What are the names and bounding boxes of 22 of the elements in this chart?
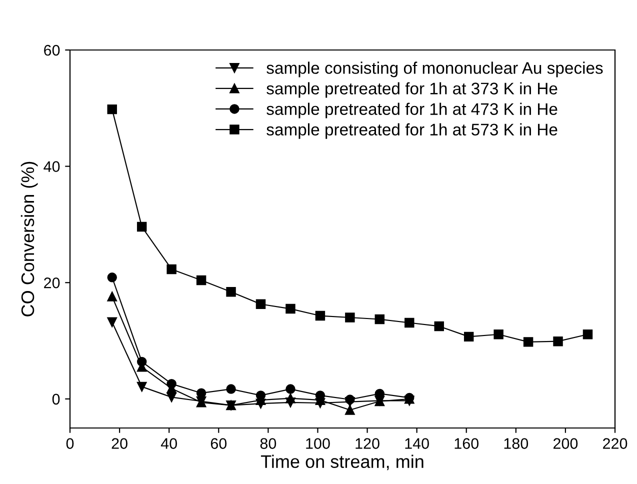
x-tick-label: 40	[160, 438, 177, 449]
x-tick-label: 180	[504, 438, 528, 449]
x-tick-label: 160	[454, 438, 479, 449]
legend-label: sample pretreated for 1h at 473 K in He	[266, 102, 558, 118]
x-tick-label: 200	[553, 438, 578, 449]
legend-label: sample pretreated for 1h at 573 K in He	[266, 123, 558, 139]
x-tick-label: 60	[210, 438, 227, 449]
x-tick-label: 120	[356, 438, 380, 449]
y-tick-label: 0	[52, 394, 60, 405]
legend-label: sample pretreated for 1h at 373 K in He	[266, 82, 558, 98]
x-tick-label: 0	[66, 438, 74, 449]
y-tick-label: 40	[44, 161, 60, 172]
x-tick-label: 20	[112, 438, 128, 449]
x-tick-label: 80	[260, 438, 276, 449]
y-tick-label: 60	[44, 44, 60, 56]
x-axis-title: Time on stream, min	[260, 454, 424, 470]
legend-label: sample consisting of mononuclear Au species	[266, 62, 603, 78]
x-tick-label: 220	[603, 438, 628, 449]
y-tick-label: 20	[44, 277, 60, 288]
x-tick-label: 100	[306, 438, 330, 449]
y-axis-title: CO Conversion (%)	[20, 162, 38, 316]
x-tick-label: 140	[405, 438, 429, 449]
